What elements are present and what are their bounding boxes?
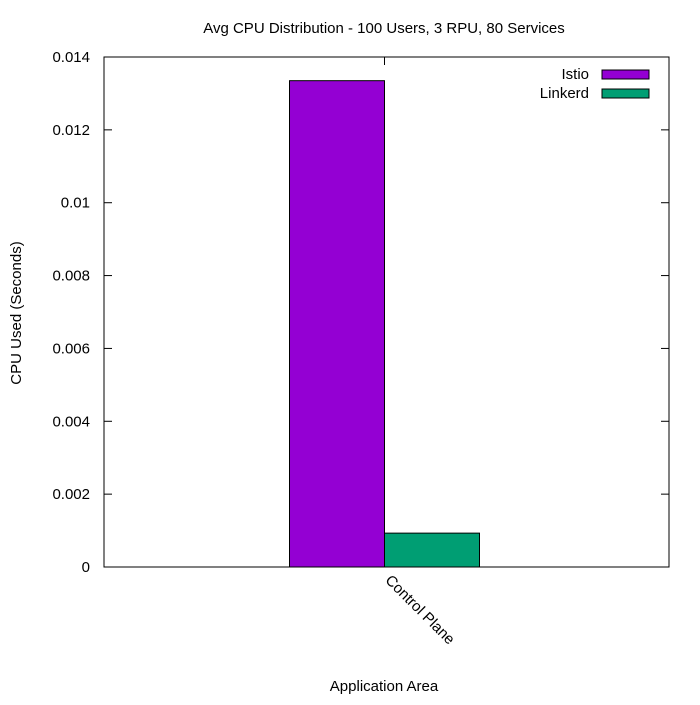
y-tick-label: 0.014 (52, 49, 90, 66)
legend-swatch-istio (601, 69, 650, 80)
y-tick-label: 0.002 (52, 486, 90, 503)
x-tick-label: Control Plane (382, 572, 458, 648)
chart-title: Avg CPU Distribution - 100 Users, 3 RPU,… (203, 20, 565, 37)
y-tick-label: 0.008 (52, 268, 90, 285)
plot-area: 0 0.002 0.004 0.006 0.008 0.01 0.012 0.014 Contr… (52, 49, 669, 648)
y-tick-label: 0.006 (52, 340, 90, 357)
legend-label-linkerd: Linkerd (540, 85, 589, 102)
legend-swatch-linkerd (601, 88, 650, 99)
bar-istio-control-plane (289, 80, 385, 568)
y-tick-label: 0 (82, 559, 90, 576)
y-tick-label: 0.01 (61, 195, 90, 212)
plot-frame (103, 56, 670, 568)
x-axis-label: Application Area (330, 678, 439, 695)
bar-linkerd-control-plane (384, 532, 480, 568)
legend-label-istio: Istio (561, 66, 589, 83)
y-tick-label: 0.012 (52, 122, 90, 139)
y-tick-label: 0.004 (52, 413, 90, 430)
y-axis-label: CPU Used (Seconds) (8, 241, 25, 384)
